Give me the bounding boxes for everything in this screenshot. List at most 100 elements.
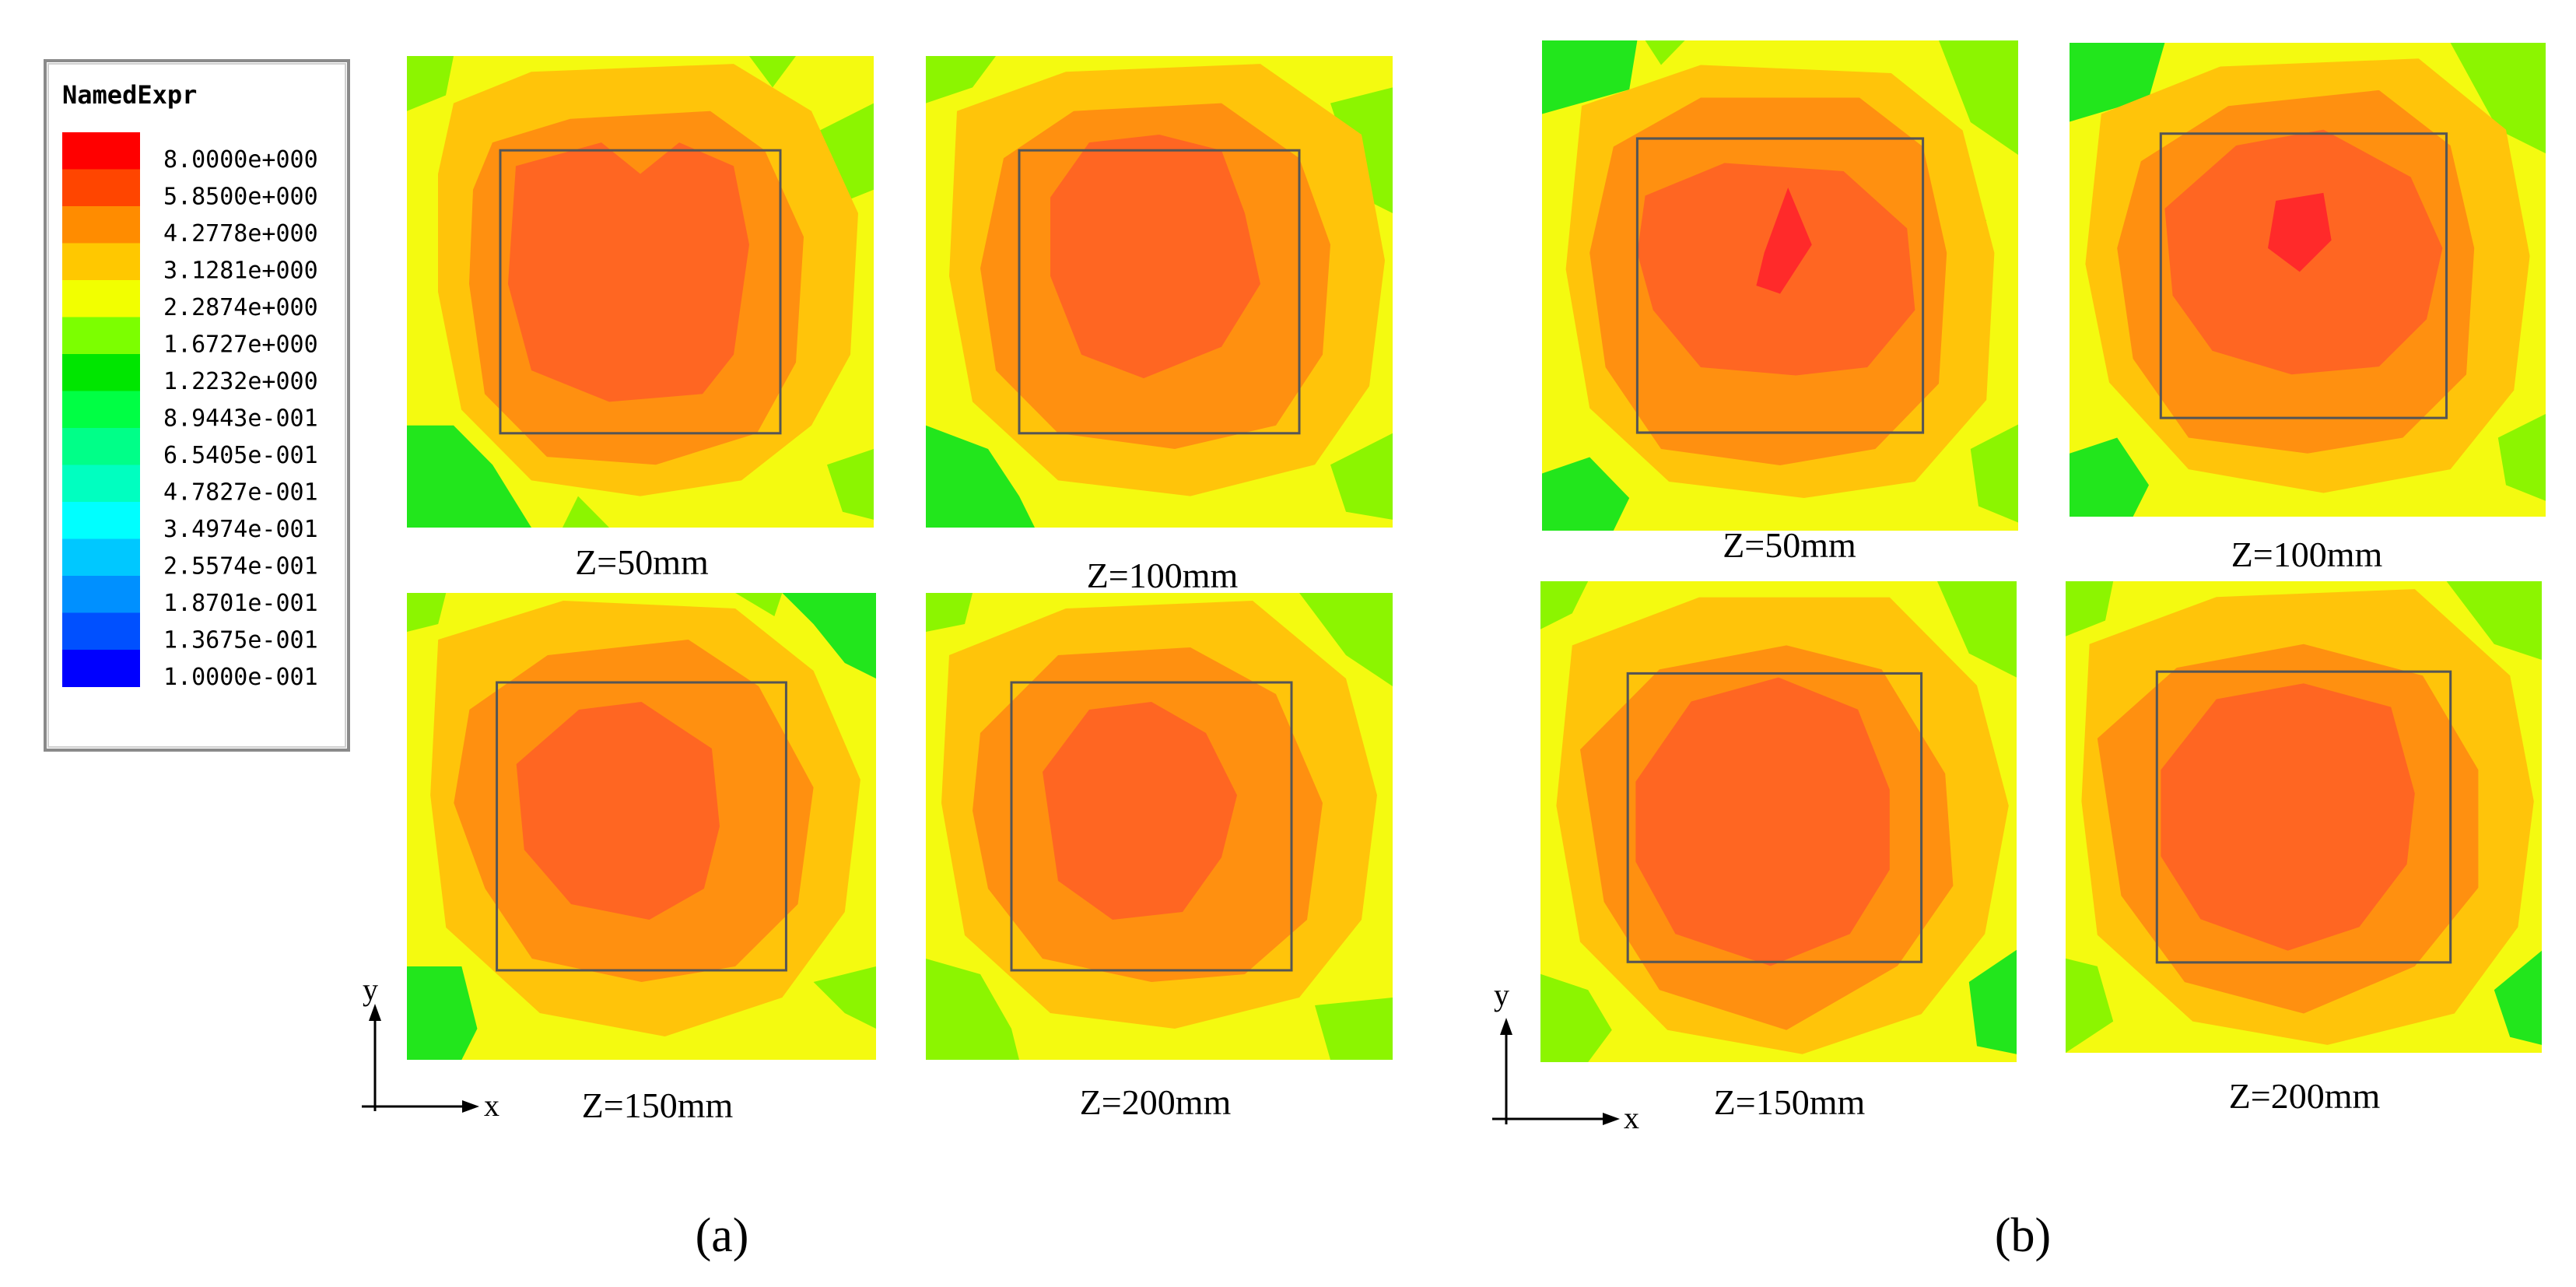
axis-label-y-a: y: [363, 972, 378, 1007]
legend-swatch: [62, 612, 140, 651]
legend-label: 1.0000e-001: [163, 664, 318, 691]
legend-swatch: [62, 132, 140, 170]
legend-label: 8.0000e+000: [163, 146, 318, 174]
contour-corner: [407, 966, 478, 1060]
aperture-outline: [1635, 137, 1925, 434]
aperture-outline: [496, 681, 787, 972]
contour-core: [508, 142, 749, 402]
contour-corner: [926, 959, 1019, 1060]
contour-corner: [1937, 581, 2017, 678]
aperture-outline: [2155, 670, 2452, 964]
contour-corner: [735, 593, 783, 616]
contour-core: [1635, 677, 1890, 966]
legend-swatch: [62, 465, 140, 503]
caption-b-z150: Z=150mm: [1714, 1082, 1866, 1122]
contour-core: [1043, 702, 1237, 920]
contour-corner: [1299, 593, 1393, 686]
legend-label: 1.6727e+000: [163, 331, 318, 359]
aperture-outline: [1010, 681, 1293, 972]
legend-swatch: [62, 280, 140, 317]
legend-swatch: [62, 538, 140, 577]
contour-corner: [407, 425, 531, 528]
contour-corner: [2070, 43, 2165, 122]
legend-swatch: [62, 354, 140, 391]
axis-label-x-b: x: [1624, 1100, 1639, 1135]
legend-swatch: [62, 391, 140, 429]
legend-label: 2.2874e+000: [163, 294, 318, 321]
contour-corner: [1542, 457, 1630, 531]
caption-a-z50: Z=50mm: [575, 542, 709, 582]
heatmap-a-z50: [407, 56, 874, 528]
axis-label-y-b: y: [1494, 977, 1509, 1012]
contour-corner: [2066, 581, 2114, 636]
aperture-outline: [1626, 672, 1923, 963]
contour-core: [516, 702, 720, 920]
axis-indicator-b: y x: [1492, 977, 1639, 1135]
legend-title: NamedExpr: [62, 80, 197, 110]
caption-a-z150: Z=150mm: [582, 1085, 734, 1125]
contour-corner: [1968, 949, 2017, 1054]
contour-corner: [926, 56, 996, 103]
heatmap-b-z100: [2070, 43, 2546, 517]
contour-corner: [1542, 40, 1638, 114]
contour-corner: [813, 966, 876, 1029]
heatmap-a-z150: [407, 593, 876, 1060]
aperture-outline: [2159, 132, 2448, 419]
contour-corner: [2450, 43, 2546, 154]
contour-peak: [2268, 192, 2332, 272]
contour-corner: [1315, 998, 1393, 1060]
axis-label-x-a: x: [484, 1088, 499, 1123]
heatmap-b-z200: [2066, 581, 2542, 1053]
contour-corner: [1939, 40, 2018, 155]
contour-core: [1050, 135, 1260, 379]
legend-label: 5.8500e+000: [163, 184, 318, 211]
panel-label-a: (a): [696, 1209, 749, 1262]
contour-corner: [1970, 424, 2018, 523]
legend-swatch: [62, 576, 140, 613]
contour-corner: [1540, 973, 1612, 1062]
caption-a-z200: Z=200mm: [1080, 1082, 1232, 1122]
contour-corner: [926, 425, 1035, 528]
legend-label: 1.3675e-001: [163, 627, 318, 654]
contour-corner: [2494, 950, 2542, 1045]
aperture-outline: [1018, 149, 1301, 435]
contour-corner: [2497, 414, 2546, 501]
contour-corner: [782, 593, 876, 679]
contour-core: [2161, 683, 2415, 951]
legend-label: 1.8701e-001: [163, 590, 318, 617]
legend-label: 1.2232e+000: [163, 368, 318, 395]
contour-corner: [1645, 40, 1685, 65]
legend-swatch: [62, 206, 140, 244]
contour-corner: [2070, 437, 2149, 517]
heatmap-b-z150: [1540, 581, 2017, 1062]
contour-corner: [827, 449, 874, 520]
caption-a-z100: Z=100mm: [1087, 556, 1239, 595]
caption-b-z200: Z=200mm: [2229, 1076, 2381, 1116]
heatmap-b-z50: [1542, 40, 2018, 531]
panel-b: Z=50mm Z=100mm Z=150mm Z=200mm y x (b): [1492, 40, 2546, 1262]
legend-labels: 8.0000e+000 5.8500e+000 4.2778e+000 3.1281e…: [163, 146, 318, 691]
caption-b-z50: Z=50mm: [1723, 525, 1856, 565]
legend-label: 2.5574e-001: [163, 553, 318, 580]
contour-corner: [749, 56, 796, 88]
legend-label: 3.4974e-001: [163, 516, 318, 543]
legend-label: 8.9443e-001: [163, 405, 318, 433]
contour-corner: [407, 56, 454, 111]
panel-a: Z=50mm Z=100mm Z=150mm Z=200mm y x (a): [362, 56, 1393, 1262]
heatmap-a-z200: [926, 593, 1393, 1060]
contour-corner: [1540, 581, 1589, 629]
legend-label: 3.1281e+000: [163, 258, 318, 285]
axis-indicator-a: y x: [362, 972, 499, 1123]
contour-corner: [2446, 581, 2542, 660]
legend-swatch: [62, 428, 140, 465]
legend-swatch: [62, 169, 140, 207]
heatmap-a-z100: [926, 56, 1393, 528]
contour-corner: [926, 593, 973, 632]
color-legend: NamedExpr 8.0000e+000 5.8500e+000 4.2778e+…: [44, 59, 350, 752]
contour-corner: [2066, 958, 2114, 1053]
legend-label: 4.7827e-001: [163, 479, 318, 507]
legend-label: 6.5405e-001: [163, 442, 318, 469]
legend-swatch: [62, 650, 140, 687]
legend-swatch: [62, 317, 140, 355]
